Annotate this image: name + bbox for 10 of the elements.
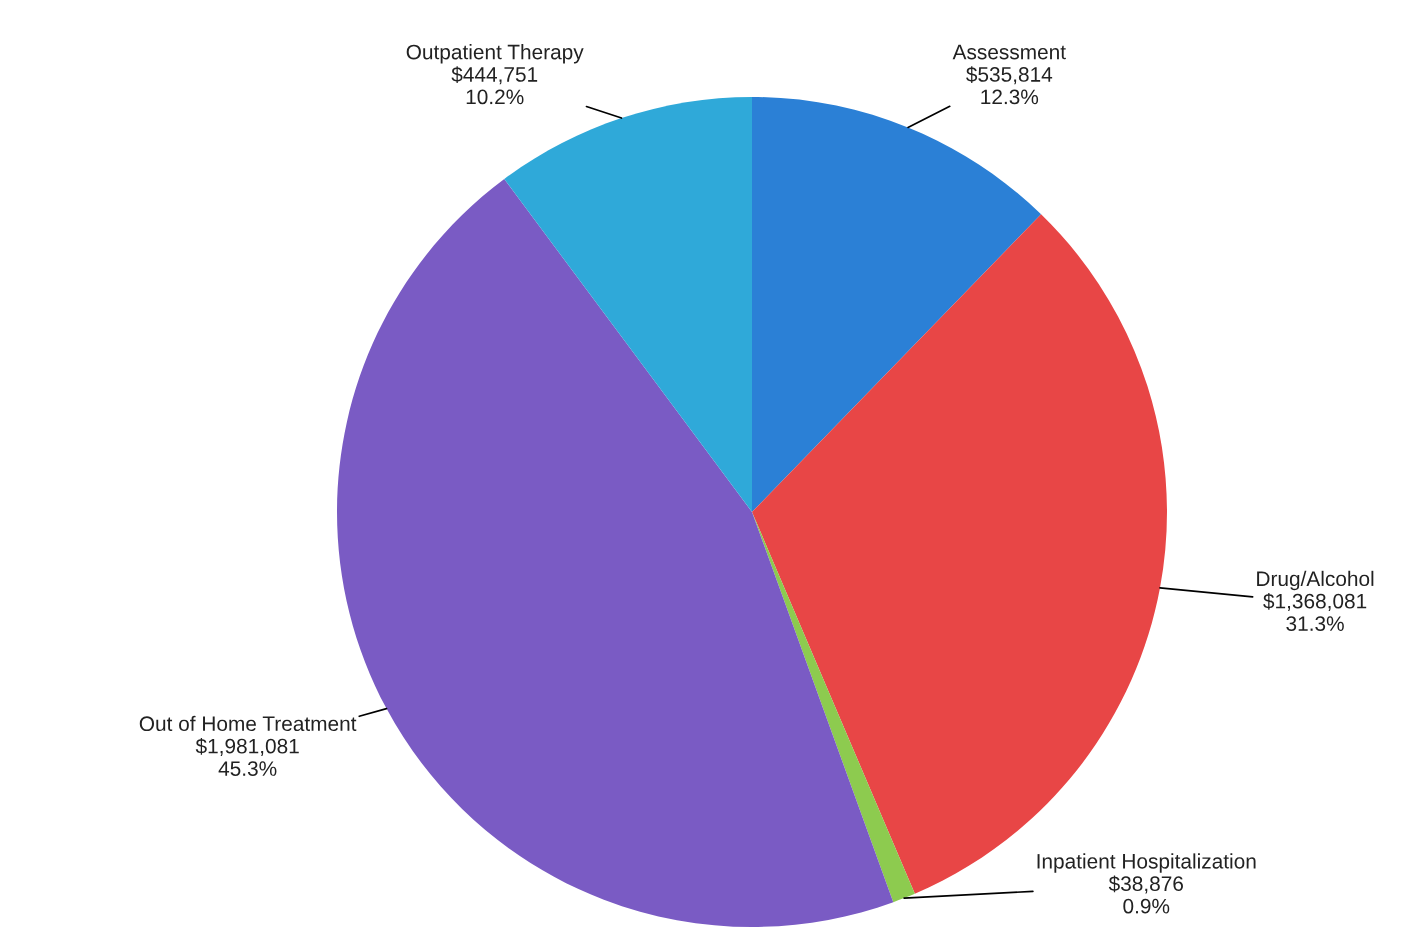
data-label: $38,876 0.9% [1108,875,1183,914]
data-label: $444,751 10.2% [451,66,538,105]
data-label: $1,368,081 31.3% [1263,592,1367,631]
slice-label: Outpatient Therapy [406,44,584,64]
slice-label: Inpatient Hospitalization [1037,853,1256,873]
slice-label: Assessment [952,44,1066,60]
slice-label: Drug/Alcohol [1257,570,1374,591]
data-label: $1,981,081 45.3% [195,737,299,776]
data-label: $535,814 12.3% [966,66,1053,105]
slice-label: Out of Home Treatment [139,715,357,732]
